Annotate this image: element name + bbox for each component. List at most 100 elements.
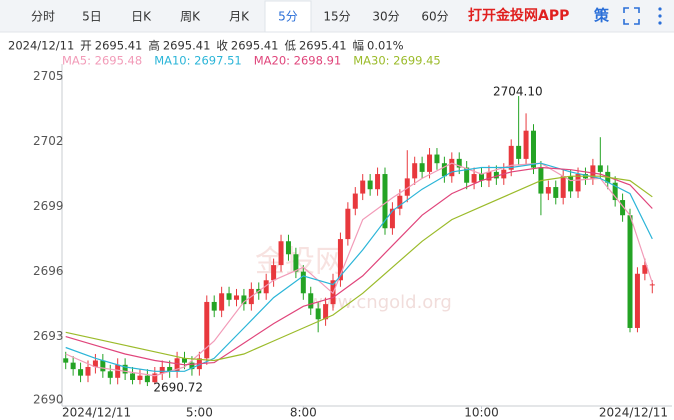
candle-body: [530, 130, 536, 168]
candle-body: [620, 200, 626, 216]
candle-body: [78, 369, 84, 376]
watermark-brand: 金投网: [255, 245, 345, 280]
candle-body: [553, 187, 559, 198]
candle-body: [516, 145, 522, 159]
info-value: 2695.41: [231, 39, 279, 53]
info-label: 高: [148, 39, 160, 53]
info-label: 开: [80, 39, 92, 53]
fullscreen-button[interactable]: [623, 7, 640, 25]
candle-body: [337, 239, 343, 281]
candle-body: [92, 360, 98, 367]
y-tick-label: 2696: [33, 264, 64, 278]
candle-body: [182, 358, 188, 363]
info-label: 收: [216, 39, 228, 53]
tab[interactable]: 60分: [421, 10, 448, 24]
menu-dot: [658, 21, 662, 25]
candle-body: [167, 366, 173, 372]
legend-entry: MA30: 2699.45: [353, 54, 441, 68]
y-tick-label: 2693: [33, 329, 64, 343]
candle-body: [85, 366, 91, 376]
candle-body: [345, 208, 351, 240]
candle-body: [486, 171, 492, 181]
app-link[interactable]: 打开金投网APP: [468, 7, 569, 24]
candle-body: [419, 163, 425, 172]
candle-body: [122, 364, 128, 374]
y-tick-label: 2690: [33, 393, 64, 407]
info-line: 2024/12/11 开 2695.41 高 2695.41 收 2695.41 低 2695.…: [8, 39, 404, 53]
extreme-label: 2704.10: [493, 85, 543, 99]
candle-body: [597, 165, 603, 172]
candle-body: [397, 195, 403, 209]
candle-body: [278, 241, 284, 266]
candle-body: [493, 171, 499, 179]
candle-body: [271, 265, 277, 281]
candle-body: [137, 375, 143, 380]
candle-body: [241, 295, 247, 305]
candle-body: [464, 167, 470, 183]
candle-body: [441, 163, 447, 177]
x-tick-label: 10:00: [464, 406, 499, 420]
candle-body: [159, 366, 165, 374]
candle-body: [590, 165, 596, 179]
legend-entry: MA10: 2697.51: [154, 54, 242, 68]
info-date: 2024/12/11: [8, 39, 74, 53]
legend-entry: MA20: 2698.91: [254, 54, 342, 68]
y-tick-label: 2699: [33, 199, 64, 213]
tab[interactable]: 分时: [31, 10, 55, 24]
ma-line: [65, 166, 653, 366]
candle-body: [315, 308, 321, 320]
toolbar: [0, 0, 674, 32]
candle-body: [360, 180, 366, 194]
candle-body: [352, 193, 358, 209]
candle-body: [434, 154, 440, 164]
candle-body: [575, 174, 581, 192]
candle-body: [174, 358, 180, 372]
candle-body: [389, 208, 395, 229]
candle-body: [560, 176, 566, 198]
candle-body: [323, 304, 329, 320]
x-tick-label: 2024/12/11: [62, 406, 131, 420]
tab[interactable]: 周K: [180, 10, 201, 24]
candle-body: [634, 273, 640, 328]
candle-body: [211, 301, 217, 311]
info-value: 2695.41: [299, 39, 347, 53]
candle-body: [219, 293, 225, 311]
candle-body: [300, 271, 306, 294]
candle-body: [144, 375, 150, 383]
candle-body: [649, 284, 655, 286]
candle-body: [627, 215, 633, 328]
candle-body: [471, 174, 477, 183]
chart: 2690 2693 2696 2699 2702 2705 2024/12/11 5:00 8:…: [33, 64, 672, 420]
info-value: 0.01%: [367, 39, 404, 53]
menu-dot: [658, 14, 662, 18]
candle-body: [382, 174, 388, 229]
tab[interactable]: 日K: [131, 10, 152, 24]
candle-body: [568, 176, 574, 192]
tab[interactable]: 月K: [229, 10, 250, 24]
tab[interactable]: 15分: [323, 10, 350, 24]
candle-body: [449, 158, 455, 177]
candle-body: [100, 360, 106, 372]
info-label: 幅: [353, 39, 365, 53]
tab[interactable]: 30分: [372, 10, 399, 24]
tab[interactable]: 5分: [278, 10, 298, 24]
candle-body: [479, 174, 485, 181]
candle-body: [404, 178, 410, 196]
candle-body: [233, 295, 239, 300]
candle-body: [367, 180, 373, 190]
info-value: 2695.41: [95, 39, 143, 53]
info-label: 低: [284, 39, 296, 53]
menu-button[interactable]: [658, 7, 662, 25]
y-tick-label: 2705: [33, 69, 64, 83]
candle-body: [63, 358, 69, 363]
candle-body: [189, 362, 195, 370]
tab[interactable]: 5日: [82, 10, 102, 24]
candle-body: [508, 145, 514, 170]
candle-body: [285, 241, 291, 255]
x-tick-label: 2024/12/11: [599, 406, 668, 420]
extreme-label: 2690.72: [153, 381, 203, 395]
candle-body: [70, 362, 76, 370]
strategy-button[interactable]: 策: [593, 7, 610, 25]
tab-bar: 分时 5日 日K 周K 月K 5分 15分 30分 60分: [31, 0, 449, 33]
